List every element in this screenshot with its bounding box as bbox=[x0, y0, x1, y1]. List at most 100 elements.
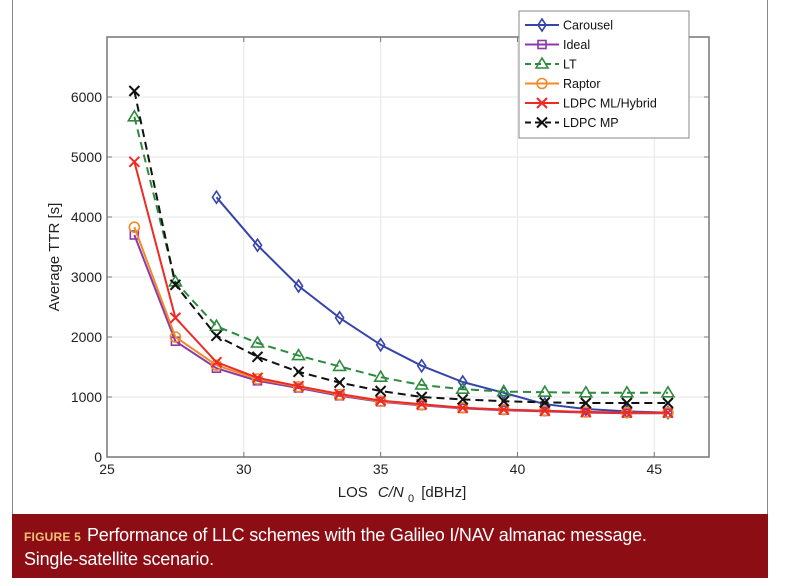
data-point bbox=[374, 394, 387, 407]
data-point bbox=[375, 337, 386, 353]
y-tick-label: 3000 bbox=[71, 269, 102, 285]
y-tick-label: 6000 bbox=[71, 89, 102, 105]
data-point bbox=[333, 388, 346, 400]
legend-label: LT bbox=[563, 58, 577, 72]
marker-stroke bbox=[333, 376, 346, 389]
data-point bbox=[169, 331, 182, 343]
marker-stroke bbox=[662, 406, 674, 419]
series-layer bbox=[126, 85, 676, 421]
marker-stroke bbox=[621, 406, 633, 419]
data-point bbox=[128, 221, 141, 233]
data-point bbox=[292, 366, 305, 378]
data-point bbox=[580, 397, 592, 409]
data-point bbox=[210, 330, 223, 342]
legend-label: LDPC MP bbox=[563, 116, 619, 130]
figure-label: FIGURE 5 bbox=[24, 530, 81, 544]
legend-marker bbox=[536, 77, 548, 90]
data-point bbox=[128, 156, 141, 168]
data-point bbox=[457, 374, 468, 390]
data-point bbox=[250, 335, 265, 348]
data-point bbox=[334, 310, 345, 326]
data-point bbox=[293, 278, 304, 294]
series-ideal bbox=[129, 230, 673, 419]
axes-box bbox=[106, 36, 710, 458]
marker-stroke bbox=[210, 356, 223, 368]
data-point bbox=[169, 312, 182, 324]
marker-stroke bbox=[169, 279, 182, 291]
series-line bbox=[133, 226, 668, 414]
legend-item: LDPC MP bbox=[525, 116, 619, 130]
data-point bbox=[126, 109, 142, 122]
legend-item: Carousel bbox=[525, 17, 613, 33]
x-tick-label: 30 bbox=[236, 461, 252, 477]
marker-stroke bbox=[539, 396, 551, 409]
data-point bbox=[415, 391, 428, 403]
marker-stroke bbox=[128, 156, 141, 168]
marker-stroke bbox=[457, 402, 469, 414]
data-point bbox=[169, 279, 182, 291]
marker-stroke bbox=[169, 312, 182, 324]
x-axis-label-unit: [dBHz] bbox=[421, 484, 466, 501]
caption-text-1: Performance of LLC schemes with the Gali… bbox=[86, 525, 647, 545]
marker-stroke bbox=[498, 395, 510, 407]
data-point bbox=[333, 376, 346, 389]
legend-marker bbox=[534, 56, 550, 69]
series-ldpc-mp bbox=[128, 85, 674, 409]
ticks: 25 30 35 40 45 0 1000 2000 3000 4000 5000 6000 bbox=[71, 37, 709, 477]
y-tick-label: 4000 bbox=[71, 209, 102, 225]
series-ldpc-ml-hybrid bbox=[128, 156, 674, 419]
x-tick-label: 25 bbox=[99, 461, 115, 477]
data-point bbox=[210, 359, 223, 372]
legend-label: LDPC ML/Hybrid bbox=[563, 97, 657, 111]
data-point bbox=[210, 356, 223, 368]
marker-stroke bbox=[251, 351, 264, 363]
marker-stroke bbox=[457, 393, 469, 406]
data-point bbox=[537, 384, 553, 398]
data-point bbox=[251, 351, 264, 363]
data-point bbox=[662, 406, 674, 419]
series-line bbox=[133, 116, 668, 394]
y-tick-label: 2000 bbox=[71, 329, 102, 345]
marker-stroke bbox=[210, 330, 223, 342]
legend-marker bbox=[537, 17, 547, 33]
data-point bbox=[374, 385, 387, 397]
marker-stroke bbox=[539, 405, 551, 417]
x-tick-label: 45 bbox=[646, 461, 662, 477]
data-point bbox=[539, 405, 551, 417]
figure-frame: 25 30 35 40 45 0 1000 2000 3000 4000 5000 6000 Aver… bbox=[12, 0, 768, 514]
data-point bbox=[539, 396, 551, 409]
x-axis-label: LOS C/N 0 [dBHz] bbox=[338, 484, 467, 506]
marker-stroke bbox=[580, 406, 592, 418]
marker-stroke bbox=[374, 394, 387, 407]
marker-stroke bbox=[374, 385, 387, 397]
x-tick-label: 40 bbox=[510, 461, 526, 477]
y-axis-label: Average TTR [s] bbox=[46, 203, 63, 312]
y-tick-label: 0 bbox=[94, 449, 102, 465]
data-point bbox=[129, 230, 140, 240]
chart: 25 30 35 40 45 0 1000 2000 3000 4000 5000 6000 Aver… bbox=[46, 10, 710, 506]
marker-stroke bbox=[292, 366, 305, 378]
legend: Carousel Ideal LT Raptor LDPC ML/Hybrid LDPC … bbox=[518, 10, 690, 139]
legend-box bbox=[518, 10, 690, 139]
legend-item: LDPC ML/Hybrid bbox=[525, 97, 657, 111]
x-axis-label-prefix: LOS bbox=[338, 484, 368, 501]
data-point bbox=[292, 380, 305, 392]
legend-label: Raptor bbox=[563, 77, 601, 91]
marker-stroke bbox=[536, 97, 548, 109]
data-point bbox=[128, 85, 141, 97]
marker-stroke bbox=[580, 397, 592, 409]
legend-item: LT bbox=[525, 56, 577, 72]
data-point bbox=[414, 377, 430, 390]
series-line bbox=[133, 161, 668, 414]
data-point bbox=[621, 397, 633, 409]
caption-line-2: Single-satellite scenario. bbox=[24, 549, 214, 569]
legend-marker bbox=[536, 116, 548, 129]
x-axis-label-sub: 0 bbox=[408, 493, 414, 505]
data-point bbox=[580, 406, 592, 418]
data-point bbox=[416, 358, 427, 374]
x-tick-label: 35 bbox=[373, 461, 389, 477]
figure-caption: FIGURE 5 Performance of LLC schemes with … bbox=[12, 514, 768, 578]
data-point bbox=[662, 397, 674, 409]
marker-stroke bbox=[662, 397, 674, 409]
data-point bbox=[498, 403, 510, 416]
